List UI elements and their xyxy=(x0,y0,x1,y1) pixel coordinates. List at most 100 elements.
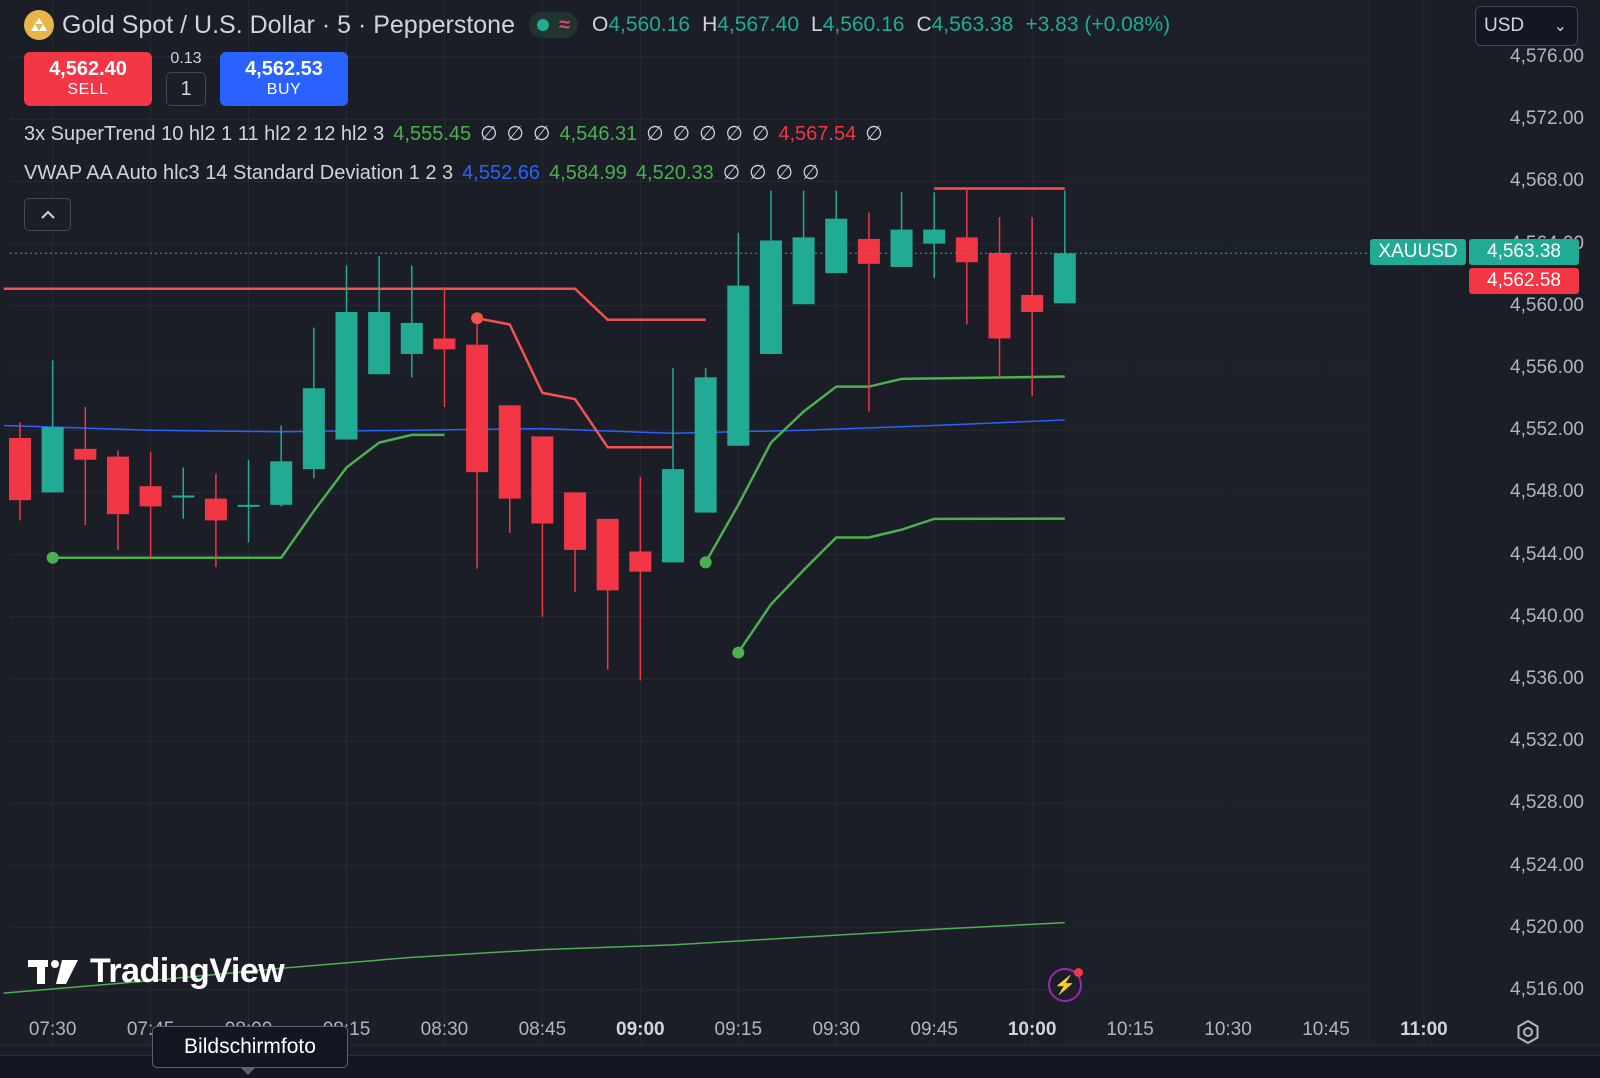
candle-body xyxy=(955,237,978,263)
candle-body xyxy=(759,240,782,355)
candle-body xyxy=(237,504,260,507)
low-label: L xyxy=(811,13,823,36)
ohlc-readout: O4,560.16 H4,567.40 L4,560.16 C4,563.38 +3.8… xyxy=(592,13,1182,37)
price-tick-label: 4,536.00 xyxy=(1510,668,1584,689)
gear-icon[interactable] xyxy=(1515,1019,1541,1045)
collapse-legend-button[interactable] xyxy=(24,198,71,231)
candle-body xyxy=(890,229,913,267)
lightning-icon[interactable]: ⚡ xyxy=(1048,968,1082,1002)
market-status-pill[interactable]: ≈ xyxy=(529,12,578,38)
last-price-tag: 4,563.38 xyxy=(1469,239,1579,265)
bid-price-tag: 4,562.58 xyxy=(1469,268,1579,294)
high-value: 4,567.40 xyxy=(717,13,799,36)
data-delay-icon: ≈ xyxy=(559,13,570,36)
candle-body xyxy=(923,229,946,244)
price-tick-label: 4,540.00 xyxy=(1510,605,1584,627)
price-tick-label: 4,576.00 xyxy=(1510,46,1584,67)
candle-body xyxy=(106,456,129,515)
sell-button[interactable]: 4,562.40 SELL xyxy=(24,52,152,106)
candle-body xyxy=(825,218,848,274)
tooltip-arrow xyxy=(240,1067,256,1075)
tradingview-watermark: TradingView xyxy=(28,952,285,991)
supertrend-value-2: 4,546.31 xyxy=(559,123,638,145)
candle-body xyxy=(564,492,587,550)
time-tick-label: 08:30 xyxy=(420,1019,469,1040)
supertrend-title: 3x SuperTrend 10 hl2 1 11 hl2 2 12 hl2 3 xyxy=(24,123,385,145)
price-tick-label: 4,520.00 xyxy=(1510,916,1584,938)
candle-body xyxy=(662,469,684,563)
time-tick-label: 09:15 xyxy=(714,1019,763,1040)
supertrend-legend[interactable]: 3x SuperTrend 10 hl2 1 11 hl2 2 12 hl2 3… xyxy=(24,123,883,145)
price-tick-label: 4,516.00 xyxy=(1510,979,1584,1000)
market-open-icon xyxy=(537,19,549,31)
candle-body xyxy=(41,427,64,493)
time-tick-label: 10:15 xyxy=(1106,1019,1154,1040)
vwap-legend[interactable]: VWAP AA Auto hlc3 14 Standard Deviation … xyxy=(24,162,820,184)
candle-body xyxy=(1053,253,1076,304)
candle-body xyxy=(9,437,31,501)
candle-body xyxy=(139,486,162,507)
candle-body xyxy=(1021,294,1044,313)
candle-body xyxy=(368,312,391,375)
candle-body xyxy=(596,518,619,591)
spread-value: 0.13 xyxy=(170,50,202,67)
candle-body xyxy=(988,252,1011,339)
vwap-value-2: 4,584.99 xyxy=(549,162,627,184)
candles xyxy=(9,187,1076,681)
time-tick-label: 09:45 xyxy=(910,1019,958,1040)
price-tick-label: 4,524.00 xyxy=(1510,854,1584,876)
price-tick-label: 4,544.00 xyxy=(1510,543,1584,565)
price-tick-label: 4,568.00 xyxy=(1510,170,1584,192)
supertrend-flip-dot xyxy=(699,556,712,569)
candle-body xyxy=(74,448,97,460)
gold-bars-icon xyxy=(24,10,54,40)
vwap-value-1: 4,552.66 xyxy=(462,162,541,184)
supertrend-flip-dot xyxy=(471,312,484,325)
supertrend-value-1: 4,555.45 xyxy=(393,123,472,145)
time-tick-label: 09:30 xyxy=(812,1019,861,1040)
symbol-tag: XAUUSD xyxy=(1370,239,1466,265)
high-label: H xyxy=(702,13,718,36)
price-tick-label: 4,572.00 xyxy=(1510,108,1584,130)
tradingview-logo-icon xyxy=(28,959,78,984)
price-tick-label: 4,532.00 xyxy=(1510,730,1584,752)
vwap-value-3: 4,520.33 xyxy=(635,162,714,184)
sell-price: 4,562.40 xyxy=(49,58,127,80)
change-value: +3.83 (+0.08%) xyxy=(1025,13,1171,36)
time-tick-label: 07:30 xyxy=(28,1019,77,1040)
sell-label: SELL xyxy=(67,81,109,98)
candle-body xyxy=(204,498,227,521)
vwap-lower-band-line xyxy=(3,921,1065,994)
buy-button[interactable]: 4,562.53 BUY xyxy=(220,52,348,106)
symbol-title[interactable]: Gold Spot / U.S. Dollar · 5 · Pepperston… xyxy=(62,10,515,39)
quantity-input[interactable]: 1 xyxy=(166,72,206,106)
currency-value: USD xyxy=(1484,15,1525,36)
screenshot-tooltip: Bildschirmfoto xyxy=(152,1026,348,1068)
buy-price: 4,562.53 xyxy=(245,58,323,80)
supertrend-value-3: 4,567.54 xyxy=(778,123,857,145)
price-tick-label: 4,552.00 xyxy=(1510,419,1584,441)
supertrend-down-line xyxy=(3,287,706,322)
bottom-toolbar xyxy=(0,1055,1600,1078)
time-tick-label: 10:45 xyxy=(1302,1019,1350,1040)
low-value: 4,560.16 xyxy=(822,13,905,36)
candle-body xyxy=(433,338,456,350)
supertrend-up-line xyxy=(737,517,1065,654)
supertrend-down-line xyxy=(476,317,673,449)
supertrend-flip-dot xyxy=(732,646,745,659)
close-value: 4,563.38 xyxy=(931,13,1014,36)
supertrend-flip-dot xyxy=(46,551,59,564)
currency-select[interactable]: USD ⌄ xyxy=(1475,6,1578,46)
open-value: 4,560.16 xyxy=(608,13,691,36)
candle-body xyxy=(172,495,195,498)
header-bar: Gold Spot / U.S. Dollar · 5 · Pepperston… xyxy=(24,8,1182,42)
candle-body xyxy=(302,388,325,470)
chevron-up-icon xyxy=(40,210,55,219)
supertrend-up-line xyxy=(52,433,445,559)
vwap-title: VWAP AA Auto hlc3 14 Standard Deviation … xyxy=(24,162,454,184)
price-tick-label: 4,560.00 xyxy=(1510,294,1584,316)
session-shade xyxy=(1066,0,1370,1045)
candle-body xyxy=(335,312,358,440)
candle-body xyxy=(531,436,554,524)
